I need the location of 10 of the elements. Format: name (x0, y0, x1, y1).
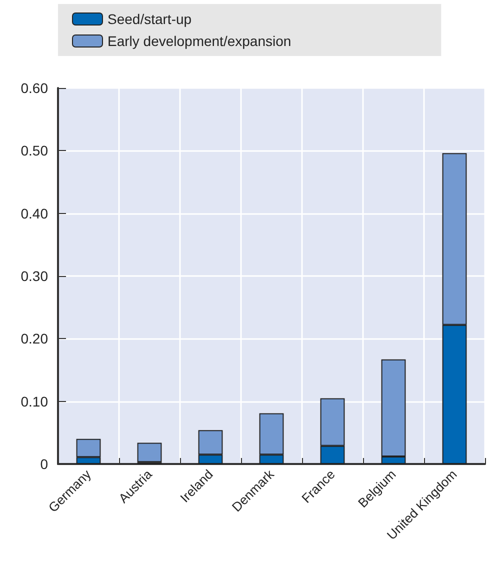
bar (137, 442, 162, 462)
y-tick-label: 0.10 (20, 393, 48, 410)
y-tick-label: 0.50 (20, 142, 48, 159)
legend-label: Seed/start-up (108, 11, 192, 27)
y-tick-label: 0.60 (20, 80, 48, 96)
y-tick-label: 0.40 (20, 205, 48, 222)
y-tick-label: 0 (40, 456, 48, 472)
y-tick-label: 0.20 (20, 330, 48, 347)
y-tick-label: 0.30 (20, 268, 48, 284)
legend-label: Early development/expansion (108, 33, 292, 49)
